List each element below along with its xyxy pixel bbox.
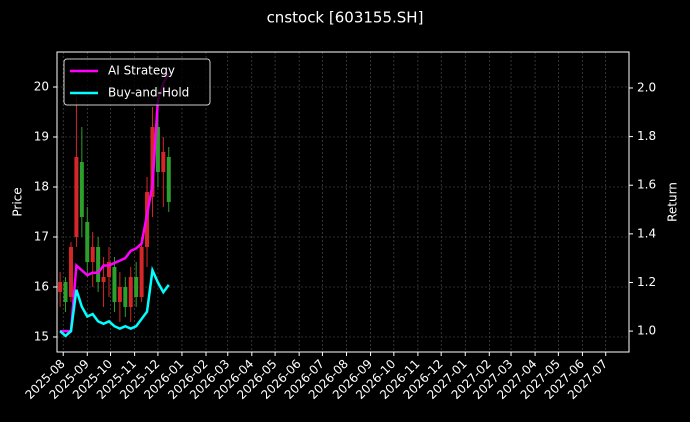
candle-body [107, 262, 111, 277]
legend-box [63, 58, 211, 106]
legend-label: AI Strategy [108, 64, 175, 78]
y2-tick-label: 1.4 [637, 226, 656, 240]
y2-axis-label: Return [666, 182, 680, 222]
candle-body [101, 277, 106, 282]
candle-body [79, 162, 84, 217]
candle-body [150, 127, 155, 197]
y2-tick-label: 1.0 [637, 324, 656, 338]
candle-body [134, 277, 139, 297]
candle-body [117, 287, 122, 302]
candle-body [63, 282, 68, 302]
candle-body [139, 247, 144, 297]
candle-body [85, 222, 90, 262]
y-axis-label: Price [11, 187, 25, 216]
candle-body [96, 247, 101, 282]
y-tick-label: 17 [34, 230, 49, 244]
candle-body [128, 277, 133, 307]
y2-tick-label: 1.6 [637, 178, 656, 192]
candle-body [155, 127, 160, 172]
chart-title: cnstock [603155.SH] [267, 9, 424, 27]
candle-body [68, 247, 73, 297]
series-line [59, 265, 170, 338]
y-tick-label: 16 [34, 280, 49, 294]
candle-body [123, 287, 128, 307]
legend-label: Buy-and-Hold [108, 86, 189, 100]
y-tick-label: 18 [34, 180, 49, 194]
y2-tick-label: 2.0 [637, 80, 656, 94]
y2-tick-label: 1.2 [637, 275, 656, 289]
y-tick-label: 19 [34, 130, 49, 144]
plot-frame [56, 51, 630, 353]
y-tick-label: 15 [34, 330, 49, 344]
candle-body [112, 267, 117, 302]
y-tick-label: 20 [34, 80, 49, 94]
candle-body [166, 157, 171, 202]
candle-body [161, 152, 166, 172]
series-line [60, 72, 170, 333]
candle-body [74, 157, 79, 237]
candle-body [90, 247, 95, 262]
y2-tick-label: 1.8 [637, 129, 656, 143]
candle-body [58, 282, 63, 292]
